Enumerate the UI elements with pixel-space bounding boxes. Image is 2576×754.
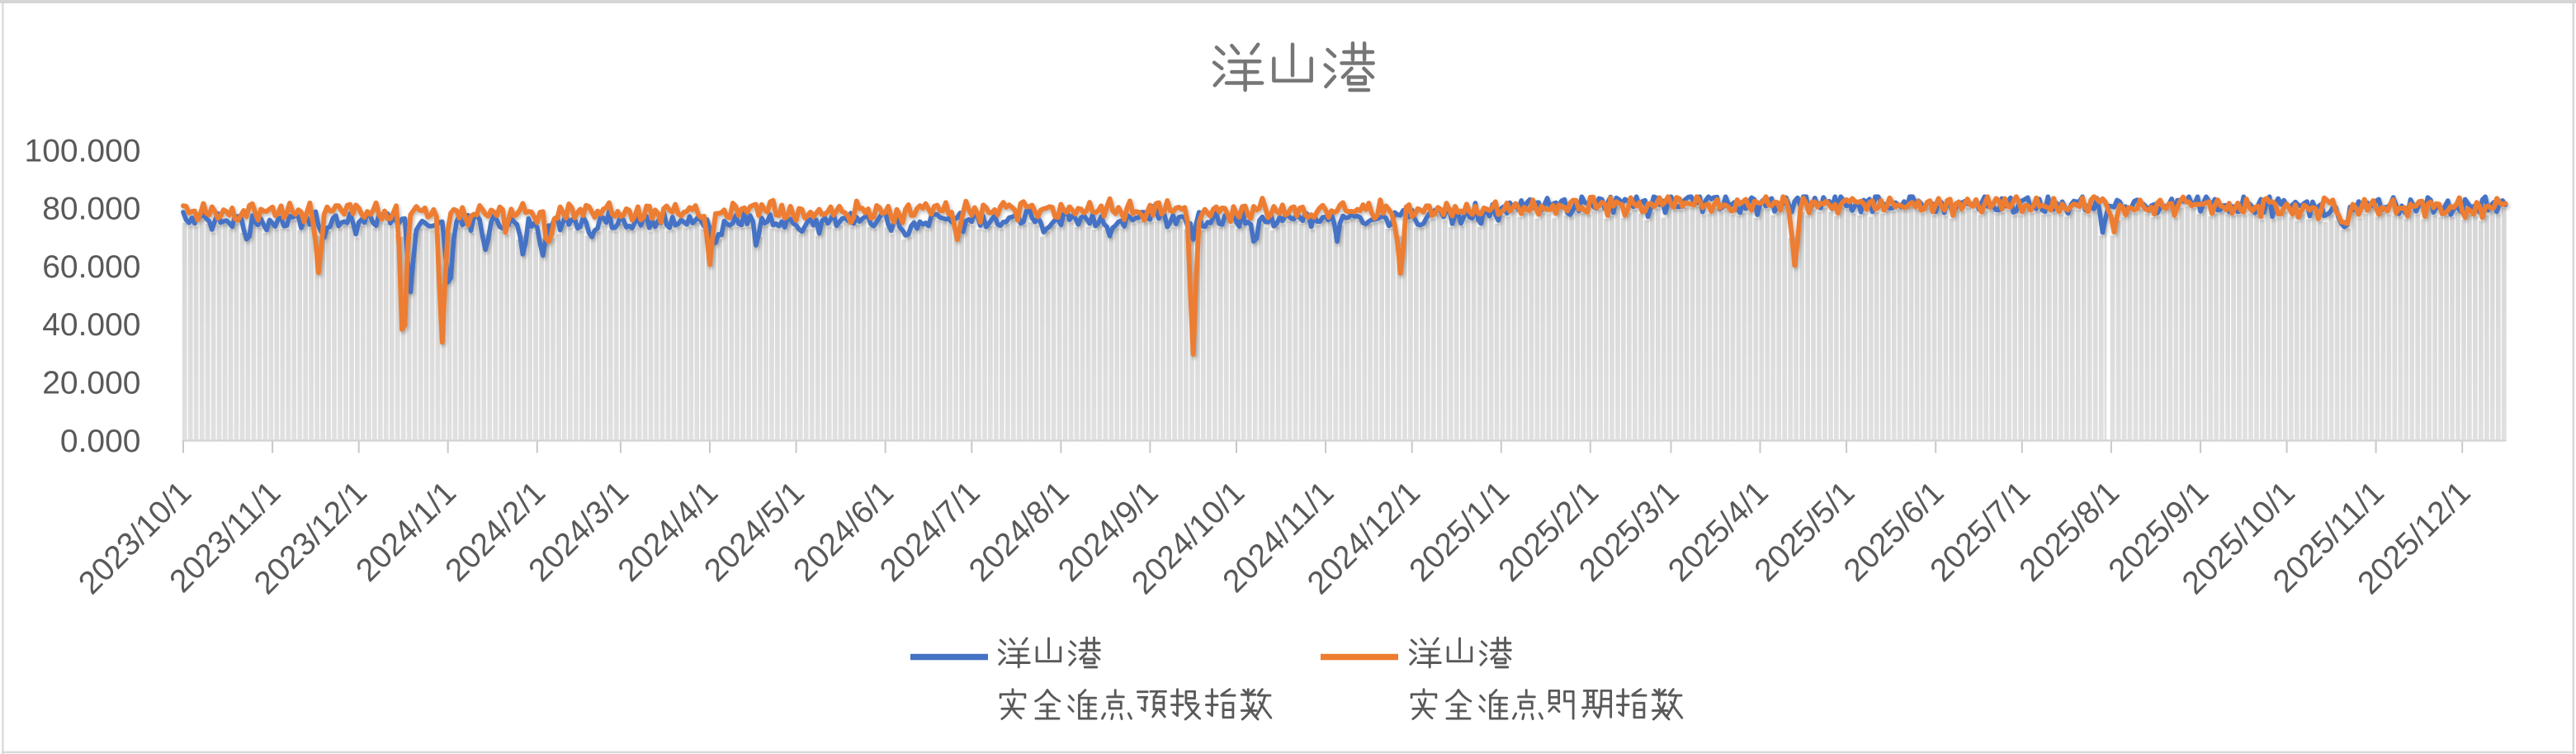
svg-text:0.000: 0.000 — [60, 424, 141, 459]
svg-text:80.000: 80.000 — [42, 192, 140, 227]
svg-text:100.000: 100.000 — [25, 133, 141, 168]
svg-text:40.000: 40.000 — [42, 307, 140, 343]
svg-text:60.000: 60.000 — [42, 249, 140, 285]
svg-text:20.000: 20.000 — [42, 366, 140, 401]
